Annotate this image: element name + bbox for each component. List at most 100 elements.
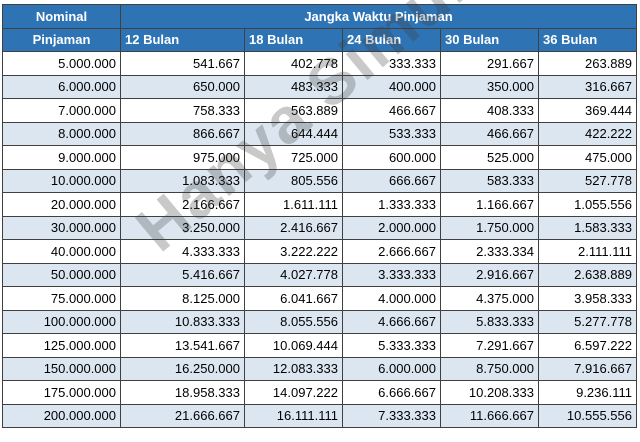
installment-cell: 369.444 [538, 98, 637, 123]
nominal-cell: 150.000.000 [2, 356, 121, 381]
table-row: 200.000.000 21.666.667 16.111.111 7.333.333… [2, 403, 637, 428]
nominal-cell: 20.000.000 [2, 192, 121, 217]
nominal-cell: 100.000.000 [2, 309, 121, 334]
nominal-header-line1: Nominal [2, 4, 121, 29]
installment-cell: 6.041.667 [244, 286, 343, 311]
installment-cell: 583.333 [440, 168, 539, 193]
installment-cell: 2.000.000 [342, 215, 441, 240]
term-header-18: 18 Bulan [244, 27, 343, 52]
nominal-cell: 75.000.000 [2, 286, 121, 311]
table-row: 8.000.000 866.667 644.444 533.333 466.667 422… [2, 121, 637, 146]
installment-cell: 3.958.333 [538, 286, 637, 311]
term-group-header: Jangka Waktu Pinjaman [120, 4, 637, 29]
table-row: 6.000.000 650.000 483.333 400.000 350.000 316… [2, 74, 637, 99]
installment-cell: 483.333 [244, 74, 343, 99]
installment-cell: 400.000 [342, 74, 441, 99]
installment-cell: 4.666.667 [342, 309, 441, 334]
nominal-cell: 7.000.000 [2, 98, 121, 123]
nominal-cell: 10.000.000 [2, 168, 121, 193]
installment-cell: 6.666.667 [342, 380, 441, 405]
installment-cell: 3.333.333 [342, 262, 441, 287]
installment-cell: 4.000.000 [342, 286, 441, 311]
installment-cell: 7.916.667 [538, 356, 637, 381]
nominal-cell: 5.000.000 [2, 51, 121, 76]
installment-cell: 466.667 [440, 121, 539, 146]
table-row: 150.000.000 16.250.000 12.083.333 6.000.000… [2, 356, 637, 381]
table-row: 75.000.000 8.125.000 6.041.667 4.000.000 4.3… [2, 286, 637, 311]
table-row: 7.000.000 758.333 563.889 466.667 408.333 369… [2, 98, 637, 123]
installment-cell: 6.000.000 [342, 356, 441, 381]
installment-cell: 527.778 [538, 168, 637, 193]
installment-cell: 1.055.556 [538, 192, 637, 217]
table-row: 9.000.000 975.000 725.000 600.000 525.000 475… [2, 145, 637, 170]
installment-cell: 16.111.111 [244, 403, 343, 428]
nominal-cell: 9.000.000 [2, 145, 121, 170]
installment-cell: 533.333 [342, 121, 441, 146]
installment-cell: 7.333.333 [342, 403, 441, 428]
installment-cell: 5.416.667 [120, 262, 245, 287]
installment-cell: 16.250.000 [120, 356, 245, 381]
installment-cell: 5.833.333 [440, 309, 539, 334]
nominal-cell: 125.000.000 [2, 333, 121, 358]
installment-cell: 7.291.667 [440, 333, 539, 358]
installment-cell: 5.277.778 [538, 309, 637, 334]
installment-cell: 8.750.000 [440, 356, 539, 381]
term-header-24: 24 Bulan [342, 27, 441, 52]
installment-cell: 2.916.667 [440, 262, 539, 287]
installment-cell: 3.250.000 [120, 215, 245, 240]
loan-simulation-sheet: Nominal Jangka Waktu Pinjaman Pinjaman 1… [2, 0, 637, 428]
table-row: 30.000.000 3.250.000 2.416.667 2.000.000 1.7… [2, 215, 637, 240]
installment-cell: 10.833.333 [120, 309, 245, 334]
nominal-header-line2: Pinjaman [2, 27, 121, 52]
installment-cell: 2.416.667 [244, 215, 343, 240]
installment-cell: 475.000 [538, 145, 637, 170]
table-row: 10.000.000 1.083.333 805.556 666.667 583.333… [2, 168, 637, 193]
nominal-cell: 200.000.000 [2, 403, 121, 428]
installment-cell: 1.611.111 [244, 192, 343, 217]
installment-cell: 11.666.667 [440, 403, 539, 428]
installment-cell: 12.083.333 [244, 356, 343, 381]
installment-cell: 3.222.222 [244, 239, 343, 264]
term-header-30: 30 Bulan [440, 27, 539, 52]
installment-cell: 2.333.334 [440, 239, 539, 264]
table-body: 5.000.000 541.667 402.778 333.333 291.667 263… [2, 51, 637, 428]
installment-cell: 14.097.222 [244, 380, 343, 405]
table-row: 125.000.000 13.541.667 10.069.444 5.333.333… [2, 333, 637, 358]
installment-cell: 1.583.333 [538, 215, 637, 240]
installment-cell: 21.666.667 [120, 403, 245, 428]
installment-cell: 1.750.000 [440, 215, 539, 240]
installment-cell: 466.667 [342, 98, 441, 123]
loan-installment-table: Nominal Jangka Waktu Pinjaman Pinjaman 1… [2, 4, 637, 428]
nominal-cell: 50.000.000 [2, 262, 121, 287]
installment-cell: 422.222 [538, 121, 637, 146]
installment-cell: 4.333.333 [120, 239, 245, 264]
installment-cell: 10.208.333 [440, 380, 539, 405]
installment-cell: 2.111.111 [538, 239, 637, 264]
installment-cell: 1.083.333 [120, 168, 245, 193]
installment-cell: 600.000 [342, 145, 441, 170]
installment-cell: 4.027.778 [244, 262, 343, 287]
installment-cell: 6.597.222 [538, 333, 637, 358]
installment-cell: 2.666.667 [342, 239, 441, 264]
installment-cell: 4.375.000 [440, 286, 539, 311]
installment-cell: 541.667 [120, 51, 245, 76]
table-header: Nominal Jangka Waktu Pinjaman Pinjaman 1… [2, 4, 637, 52]
installment-cell: 350.000 [440, 74, 539, 99]
nominal-cell: 175.000.000 [2, 380, 121, 405]
table-row: 40.000.000 4.333.333 3.222.222 2.666.667 2.3… [2, 239, 637, 264]
installment-cell: 291.667 [440, 51, 539, 76]
table-row: 175.000.000 18.958.333 14.097.222 6.666.667… [2, 380, 637, 405]
installment-cell: 644.444 [244, 121, 343, 146]
installment-cell: 316.667 [538, 74, 637, 99]
nominal-cell: 30.000.000 [2, 215, 121, 240]
installment-cell: 758.333 [120, 98, 245, 123]
installment-cell: 650.000 [120, 74, 245, 99]
term-header-12: 12 Bulan [120, 27, 245, 52]
installment-cell: 725.000 [244, 145, 343, 170]
nominal-cell: 40.000.000 [2, 239, 121, 264]
installment-cell: 8.055.556 [244, 309, 343, 334]
installment-cell: 975.000 [120, 145, 245, 170]
installment-cell: 13.541.667 [120, 333, 245, 358]
installment-cell: 1.333.333 [342, 192, 441, 217]
installment-cell: 18.958.333 [120, 380, 245, 405]
